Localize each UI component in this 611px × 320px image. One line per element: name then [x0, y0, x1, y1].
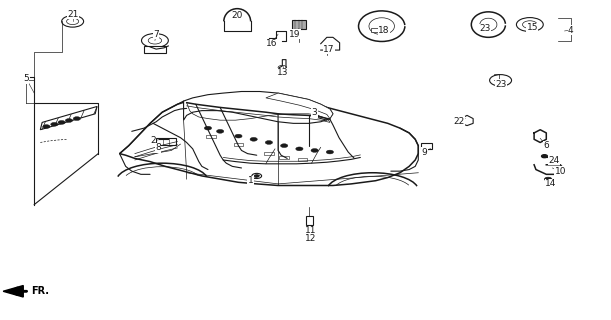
Text: 24: 24	[549, 156, 560, 165]
Text: 2: 2	[150, 136, 156, 145]
Bar	[206, 134, 216, 138]
Polygon shape	[3, 285, 23, 297]
FancyArrowPatch shape	[13, 287, 26, 295]
Circle shape	[296, 147, 303, 151]
Bar	[298, 158, 307, 161]
Circle shape	[51, 123, 58, 126]
Circle shape	[311, 148, 318, 152]
Bar	[422, 143, 433, 149]
Circle shape	[280, 144, 288, 148]
Text: 9: 9	[422, 148, 427, 156]
Bar	[156, 138, 175, 145]
Circle shape	[278, 65, 287, 70]
Text: 13: 13	[277, 68, 288, 77]
Circle shape	[326, 150, 334, 154]
Text: 19: 19	[289, 30, 300, 39]
Polygon shape	[120, 95, 419, 186]
Circle shape	[265, 140, 273, 144]
Circle shape	[73, 117, 81, 121]
Circle shape	[255, 175, 259, 177]
Text: 10: 10	[555, 167, 566, 176]
Bar	[264, 152, 274, 155]
Text: 16: 16	[266, 39, 278, 48]
Text: 5: 5	[23, 74, 29, 83]
Bar	[233, 143, 243, 146]
Polygon shape	[40, 107, 97, 130]
Circle shape	[235, 134, 242, 138]
Text: 4: 4	[568, 26, 574, 35]
Text: 14: 14	[545, 180, 556, 188]
Circle shape	[43, 124, 50, 128]
Text: 12: 12	[305, 234, 316, 243]
Bar	[292, 20, 306, 29]
Circle shape	[216, 129, 224, 133]
Text: FR.: FR.	[31, 286, 49, 296]
Bar	[144, 46, 166, 52]
Text: 11: 11	[305, 226, 316, 235]
Text: 20: 20	[232, 12, 243, 20]
Polygon shape	[266, 93, 333, 119]
Text: 15: 15	[527, 23, 538, 32]
Text: 3: 3	[312, 108, 318, 117]
Circle shape	[541, 155, 547, 158]
Bar	[279, 156, 289, 159]
Circle shape	[250, 137, 257, 141]
Text: 1: 1	[247, 176, 254, 185]
Circle shape	[544, 177, 552, 181]
Text: 21: 21	[67, 10, 78, 19]
Circle shape	[204, 126, 211, 130]
Text: 23: 23	[495, 80, 507, 89]
Text: 8: 8	[155, 143, 161, 152]
Text: 18: 18	[378, 27, 389, 36]
Bar	[306, 216, 313, 225]
Polygon shape	[183, 92, 333, 123]
Text: 22: 22	[453, 116, 465, 126]
Circle shape	[65, 119, 73, 123]
Circle shape	[58, 121, 65, 124]
Text: 7: 7	[153, 30, 159, 39]
Text: 17: 17	[323, 44, 334, 54]
Bar	[371, 28, 381, 32]
Text: 23: 23	[480, 24, 491, 33]
Text: 6: 6	[543, 141, 549, 150]
